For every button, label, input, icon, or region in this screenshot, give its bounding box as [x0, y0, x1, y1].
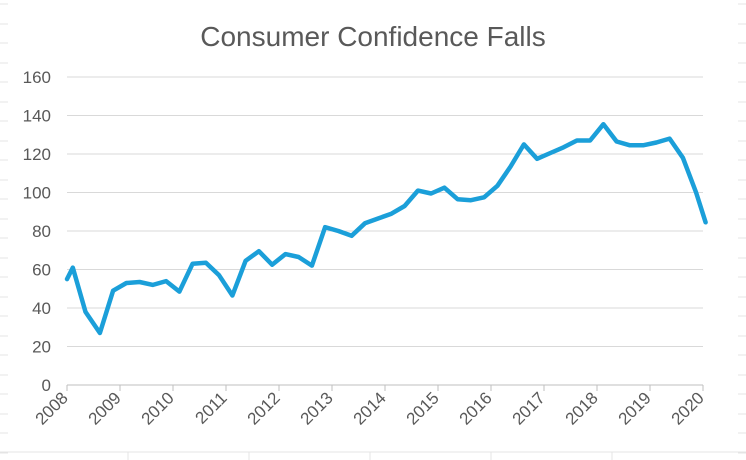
x-axis: 2008 2009 2010 2011 2012 2013 2014 2015 2016 2017…	[32, 384, 708, 429]
y-axis: 0 20 40 60 80 100 120 140 160	[23, 68, 51, 395]
y-tick-label: 40	[32, 299, 51, 318]
data-point	[576, 140, 577, 141]
gridlines	[67, 76, 703, 347]
data-point	[364, 223, 365, 224]
x-tick-label: 2020	[668, 388, 708, 428]
y-tick-label: 20	[32, 338, 51, 357]
data-point	[258, 251, 259, 252]
data-point	[457, 199, 458, 200]
data-point	[72, 267, 73, 268]
data-point	[705, 222, 706, 223]
data-point	[629, 145, 630, 146]
data-point	[484, 197, 485, 198]
data-point	[126, 283, 127, 284]
x-tick-label: 2012	[244, 388, 284, 428]
x-tick-label: 2016	[456, 388, 496, 428]
data-point	[378, 218, 379, 219]
x-tick-label: 2014	[350, 388, 390, 428]
x-tick-label: 2018	[562, 388, 602, 428]
data-point	[85, 311, 86, 312]
data-point	[563, 147, 564, 148]
data-point	[298, 257, 299, 258]
x-tick-label: 2019	[615, 388, 655, 428]
y-tick-label: 0	[42, 376, 51, 395]
series-line	[64, 121, 708, 336]
data-point	[523, 144, 524, 145]
y-tick-label: 100	[23, 184, 51, 203]
data-point	[179, 291, 180, 292]
data-point	[417, 190, 418, 191]
data-point	[656, 142, 657, 143]
data-point	[669, 138, 670, 139]
y-tick-label: 120	[23, 145, 51, 164]
data-point	[603, 124, 604, 125]
data-point	[431, 193, 432, 194]
x-tick-label: 2013	[297, 388, 337, 428]
x-tick-label: 2017	[509, 388, 549, 428]
data-point	[205, 262, 206, 263]
y-tick-label: 140	[23, 107, 51, 126]
data-point	[99, 333, 100, 334]
data-point	[404, 206, 405, 207]
x-tick-label: 2009	[85, 388, 125, 428]
data-point	[537, 158, 538, 159]
data-point	[444, 187, 445, 188]
data-point	[325, 227, 326, 228]
y-tick-label: 160	[23, 68, 51, 87]
data-point	[550, 153, 551, 154]
data-point	[166, 281, 167, 282]
data-point	[272, 264, 273, 265]
x-tick-label: 2011	[192, 388, 231, 427]
x-tick-label: 2008	[32, 388, 72, 428]
y-tick-label: 60	[32, 261, 51, 280]
data-point	[510, 166, 511, 167]
data-point	[245, 260, 246, 261]
data-point	[616, 141, 617, 142]
data-point	[338, 231, 339, 232]
x-tick-label: 2015	[403, 388, 443, 428]
x-tick-label: 2010	[138, 388, 178, 428]
chart-title: Consumer Confidence Falls	[200, 21, 546, 52]
data-point	[192, 263, 193, 264]
data-point	[351, 235, 352, 236]
data-point	[391, 213, 392, 214]
data-point	[139, 282, 140, 283]
data-point	[311, 265, 312, 266]
data-point	[113, 290, 114, 291]
data-point	[285, 254, 286, 255]
data-point	[682, 157, 683, 158]
data-point	[219, 275, 220, 276]
data-point	[152, 284, 153, 285]
data-point	[497, 185, 498, 186]
data-point	[643, 145, 644, 146]
y-tick-label: 80	[32, 222, 51, 241]
data-point	[232, 295, 233, 296]
data-point	[696, 192, 697, 193]
data-point	[470, 200, 471, 201]
data-point	[590, 140, 591, 141]
data-point	[67, 279, 68, 280]
spreadsheet-gridlines	[0, 3, 746, 460]
series-group	[64, 121, 708, 336]
